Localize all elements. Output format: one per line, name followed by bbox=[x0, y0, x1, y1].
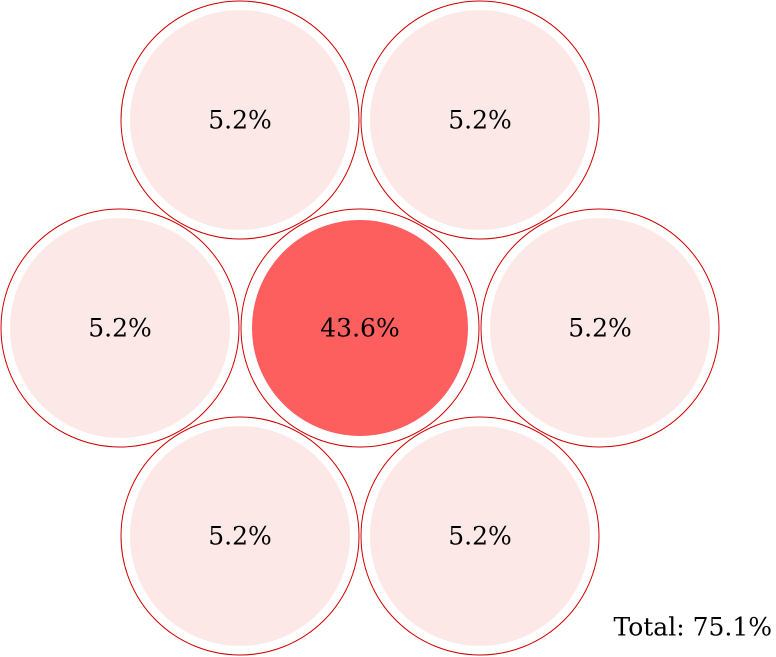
total-label: Total: 75.1% bbox=[613, 613, 772, 642]
node-label: 43.6% bbox=[320, 314, 399, 343]
node-fill bbox=[10, 218, 230, 438]
node-fill bbox=[370, 426, 590, 646]
node-label: 5.2% bbox=[448, 106, 512, 135]
node-fill bbox=[252, 220, 468, 436]
node-fill bbox=[490, 218, 710, 438]
node-fill bbox=[370, 10, 590, 230]
node-fill bbox=[130, 10, 350, 230]
node-fill bbox=[130, 426, 350, 646]
node-label: 5.2% bbox=[208, 522, 272, 551]
node-label: 5.2% bbox=[88, 314, 152, 343]
node-label: 5.2% bbox=[208, 106, 272, 135]
node-label: 5.2% bbox=[568, 314, 632, 343]
node-label: 5.2% bbox=[448, 522, 512, 551]
